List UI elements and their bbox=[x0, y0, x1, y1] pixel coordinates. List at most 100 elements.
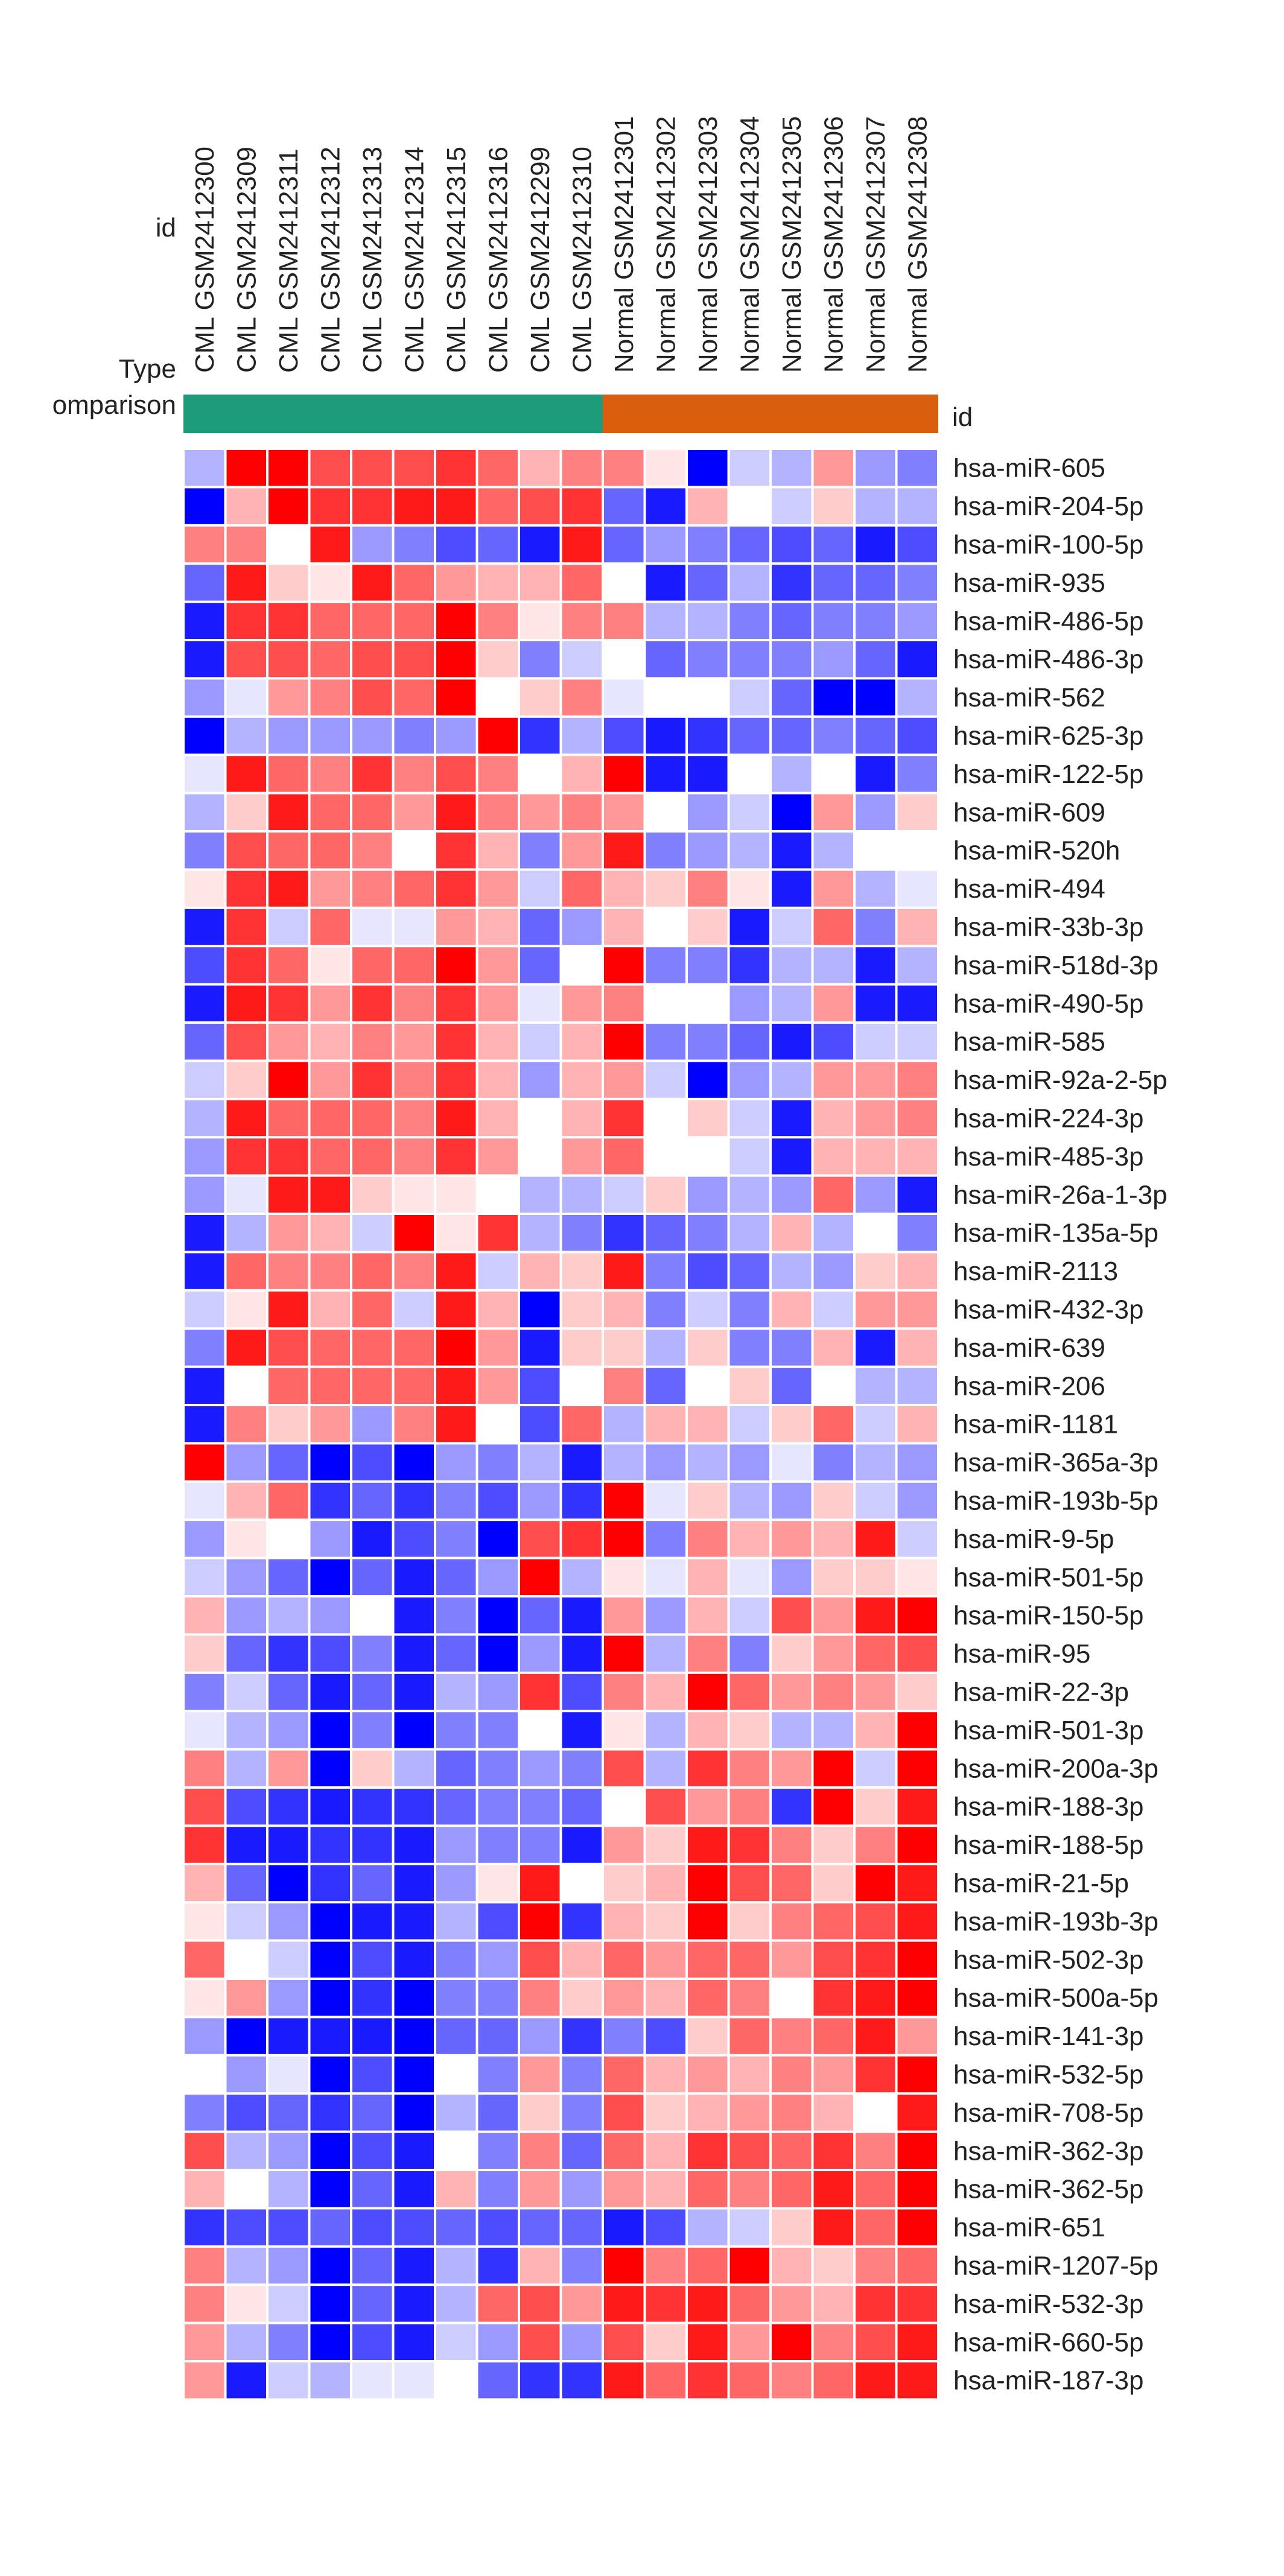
heatmap-cell bbox=[310, 2362, 350, 2399]
heatmap-cell bbox=[226, 2095, 266, 2131]
heatmap-cell bbox=[856, 871, 895, 907]
heatmap-cell bbox=[394, 794, 434, 830]
heatmap-cell bbox=[269, 2209, 308, 2245]
heatmap-cell bbox=[856, 1903, 895, 1940]
heatmap-cell bbox=[729, 2171, 769, 2207]
heatmap-cell bbox=[562, 1024, 602, 1060]
heatmap-cell bbox=[226, 641, 266, 677]
heatmap-cell bbox=[856, 1673, 895, 1710]
heatmap-cell bbox=[772, 1330, 812, 1366]
heatmap-cell bbox=[856, 1176, 895, 1213]
heatmap-cell bbox=[394, 565, 434, 601]
heatmap-cell bbox=[269, 488, 308, 524]
heatmap-cell bbox=[772, 1559, 812, 1595]
heatmap-cell bbox=[604, 526, 644, 563]
heatmap-cell bbox=[562, 717, 602, 754]
heatmap-cell bbox=[856, 1597, 895, 1634]
heatmap-cell bbox=[185, 1176, 224, 1213]
heatmap-cell bbox=[813, 1330, 853, 1366]
heatmap-cell bbox=[520, 1368, 560, 1404]
heatmap-cell bbox=[226, 2056, 266, 2093]
heatmap-cell bbox=[688, 2056, 728, 2093]
heatmap-cell bbox=[856, 2133, 895, 2169]
heatmap-cell bbox=[352, 1789, 392, 1825]
heatmap-cell bbox=[478, 1789, 518, 1825]
heatmap-cell bbox=[185, 1865, 224, 1902]
heatmap-cell bbox=[604, 1521, 644, 1557]
heatmap-cell bbox=[269, 1980, 308, 2016]
heatmap-cell bbox=[813, 1176, 853, 1213]
heatmap-cell bbox=[772, 1024, 812, 1060]
heatmap-cell bbox=[352, 2018, 392, 2054]
heatmap-cell bbox=[226, 603, 266, 639]
heatmap-cell bbox=[478, 1100, 518, 1137]
heatmap-cell bbox=[478, 947, 518, 983]
heatmap-cell bbox=[185, 1789, 224, 1825]
heatmap-cell bbox=[352, 2209, 392, 2245]
heatmap-cell bbox=[394, 1635, 434, 1672]
heatmap-cell bbox=[352, 2324, 392, 2360]
heatmap-cell bbox=[562, 488, 602, 524]
heatmap-cell bbox=[478, 679, 518, 715]
heatmap-cell bbox=[646, 1597, 685, 1634]
heatmap-cell bbox=[772, 2247, 812, 2284]
heatmap-cell bbox=[226, 2209, 266, 2245]
heatmap-cell bbox=[478, 1559, 518, 1595]
heatmap-cell bbox=[646, 2209, 685, 2245]
heatmap-cell bbox=[436, 2018, 476, 2054]
heatmap-cell bbox=[772, 1138, 812, 1175]
heatmap-cell bbox=[856, 1941, 895, 1978]
heatmap-cell bbox=[269, 1903, 308, 1940]
heatmap-cell bbox=[226, 1100, 266, 1137]
heatmap-cell bbox=[394, 1521, 434, 1557]
heatmap-cell bbox=[772, 871, 812, 907]
heatmap-cell bbox=[352, 1597, 392, 1634]
heatmap-cell bbox=[269, 1673, 308, 1710]
heatmap-cell bbox=[813, 1024, 853, 1060]
heatmap-cell bbox=[352, 641, 392, 677]
heatmap-cell bbox=[520, 833, 560, 869]
heatmap-cell bbox=[436, 2171, 476, 2207]
heatmap-cell bbox=[604, 1941, 644, 1978]
heatmap-cell bbox=[813, 1827, 853, 1863]
heatmap-cell bbox=[436, 1330, 476, 1366]
heatmap-cell bbox=[478, 1138, 518, 1175]
heatmap-cell bbox=[646, 1062, 685, 1098]
heatmap-cell bbox=[772, 1100, 812, 1137]
heatmap-cell bbox=[813, 1865, 853, 1902]
column-label: CML GSM2412312 bbox=[316, 147, 345, 373]
heatmap-cell bbox=[185, 1597, 224, 1634]
heatmap-cell bbox=[729, 2247, 769, 2284]
heatmap-cell bbox=[436, 1597, 476, 1634]
heatmap-cell bbox=[688, 1176, 728, 1213]
heatmap-cell bbox=[772, 833, 812, 869]
comparison-annotation-bar bbox=[183, 395, 938, 433]
heatmap-cell bbox=[185, 871, 224, 907]
heatmap-cell bbox=[562, 1789, 602, 1825]
heatmap-cell bbox=[646, 1330, 685, 1366]
row-label: hsa-miR-365a-3p bbox=[953, 1448, 1158, 1477]
heatmap-cell bbox=[729, 1330, 769, 1366]
heatmap-cell bbox=[813, 909, 853, 945]
heatmap-cell bbox=[856, 2171, 895, 2207]
row-label: hsa-miR-494 bbox=[953, 874, 1105, 904]
heatmap-cell bbox=[646, 1941, 685, 1978]
heatmap-cell bbox=[856, 1100, 895, 1137]
heatmap-cell bbox=[436, 1291, 476, 1328]
heatmap-cell bbox=[562, 1482, 602, 1519]
row-label: hsa-miR-362-3p bbox=[953, 2136, 1143, 2166]
heatmap-cell bbox=[185, 794, 224, 830]
heatmap-cell bbox=[688, 1750, 728, 1786]
heatmap-cell bbox=[436, 2286, 476, 2322]
heatmap-cell bbox=[688, 871, 728, 907]
heatmap-cell bbox=[310, 2171, 350, 2207]
heatmap-cell bbox=[813, 1406, 853, 1442]
heatmap-cells bbox=[185, 450, 937, 2399]
heatmap-cell bbox=[856, 1482, 895, 1519]
heatmap-cell bbox=[436, 565, 476, 601]
heatmap-cell bbox=[478, 1024, 518, 1060]
heatmap-cell bbox=[352, 1635, 392, 1672]
heatmap-cell bbox=[813, 794, 853, 830]
heatmap-cell bbox=[688, 450, 728, 486]
